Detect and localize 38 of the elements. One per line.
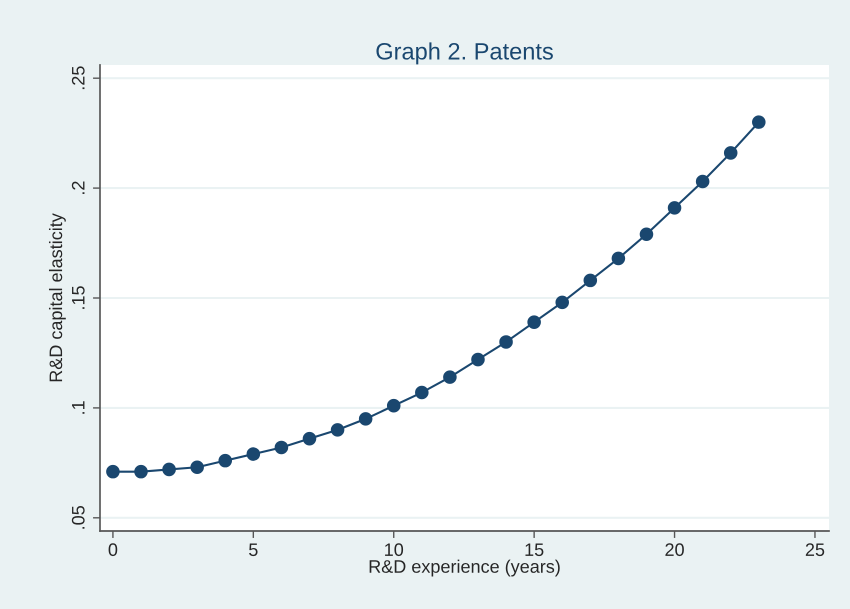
point (246, 447, 260, 461)
point (386, 398, 401, 412)
point (358, 412, 372, 426)
x-tick-label: 15 (525, 543, 544, 556)
point (696, 174, 710, 188)
point (302, 432, 316, 446)
x-tick-label: 0 (108, 543, 118, 556)
x-tick-label: 10 (385, 543, 404, 556)
point (134, 464, 148, 478)
chart-title: Graph 2. Patents (376, 42, 553, 64)
x-tick-label: 5 (249, 543, 258, 556)
x-tick-label: 25 (806, 543, 824, 556)
point (668, 201, 682, 215)
point (555, 296, 569, 310)
point (612, 252, 626, 266)
point (584, 274, 598, 288)
y-tick-label: .1 (72, 401, 84, 414)
point (640, 227, 654, 242)
point (415, 386, 429, 400)
y-tick-label: .15 (72, 286, 85, 309)
y-tick-label: .05 (72, 506, 85, 529)
x-tick-label: 20 (665, 543, 684, 556)
point (162, 462, 176, 476)
point (499, 335, 513, 349)
point (218, 454, 232, 468)
point (752, 115, 766, 129)
point (274, 440, 288, 454)
point (330, 423, 344, 437)
point (190, 460, 204, 474)
point (471, 352, 485, 366)
x-axis-title: R&D experience (years) (370, 560, 560, 576)
y-axis-title: R&D capital elasticity (48, 213, 66, 382)
y-tick-label: .25 (72, 66, 85, 90)
point (443, 370, 457, 384)
point (724, 146, 738, 160)
point (106, 464, 120, 478)
y-tick-label: .2 (72, 181, 84, 194)
point (527, 315, 541, 329)
